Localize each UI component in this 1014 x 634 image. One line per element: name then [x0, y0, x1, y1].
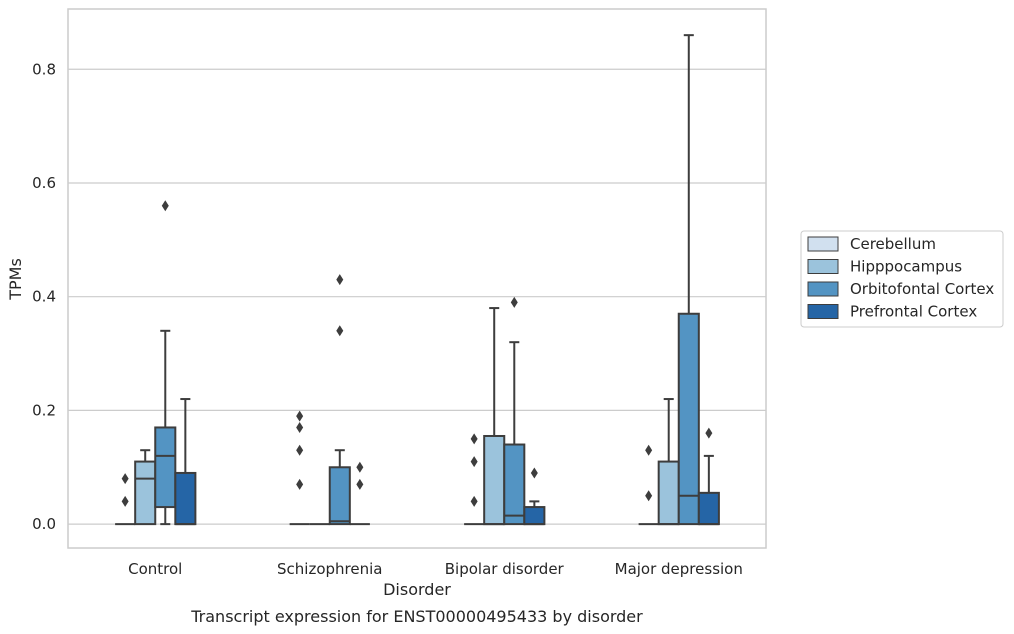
outlier-point — [530, 467, 538, 479]
box-cerebellum — [638, 444, 659, 526]
box-body — [134, 460, 157, 526]
box-body — [523, 506, 546, 526]
x-tick-label: Control — [128, 560, 182, 578]
plot-frame — [67, 8, 767, 549]
box-orbitofontal-cortex — [503, 296, 526, 526]
box-prefrontal-cortex — [523, 467, 546, 526]
box-cerebellum — [464, 433, 485, 526]
legend-swatch — [807, 236, 839, 252]
outlier-point — [470, 433, 478, 445]
outlier-point — [296, 444, 304, 456]
y-axis-label: TPMs — [6, 258, 25, 301]
y-tick-label: 0.2 — [32, 401, 56, 419]
box-body — [677, 312, 700, 526]
outlier-point — [645, 490, 653, 502]
x-tick-labels: Control Schizophrenia Bipolar disorder Majo… — [128, 560, 743, 578]
box-prefrontal-cortex — [349, 461, 370, 526]
outlier-point — [121, 495, 129, 507]
legend-label: Orbitofontal Cortex — [850, 280, 994, 298]
box-hipppocampus — [657, 398, 680, 526]
outlier-point — [121, 473, 129, 485]
boxes — [115, 34, 720, 526]
chart-caption: Transcript expression for ENST0000049543… — [190, 607, 643, 626]
y-tick-label: 0.6 — [32, 174, 56, 192]
legend-label: Prefrontal Cortex — [850, 303, 977, 321]
box-body — [483, 434, 506, 526]
box-body — [154, 426, 177, 509]
outlier-point — [356, 478, 364, 490]
outlier-point — [645, 444, 653, 456]
outlier-point — [356, 461, 364, 473]
box-body — [657, 460, 680, 526]
box-prefrontal-cortex — [174, 398, 197, 526]
x-tick-label: Major depression — [615, 560, 743, 578]
box-hipppocampus — [134, 449, 157, 526]
outlier-point — [296, 410, 304, 422]
y-tick-labels: 0.0 0.2 0.4 0.6 0.8 — [32, 60, 56, 533]
box-body — [503, 443, 526, 526]
legend: Cerebellum Hipppocampus Orbitofontal Corte… — [800, 230, 1004, 328]
x-axis-label: Disorder — [383, 580, 451, 599]
y-tick-label: 0.8 — [32, 60, 56, 78]
box-orbitofontal-cortex — [677, 34, 700, 526]
legend-swatch — [807, 281, 839, 297]
box-cerebellum — [115, 473, 136, 526]
outlier-point — [470, 495, 478, 507]
outlier-point — [705, 427, 713, 439]
box-orbitofontal-cortex — [328, 274, 351, 526]
outlier-point — [470, 456, 478, 468]
x-tick-label: Bipolar disorder — [445, 560, 565, 578]
box-body — [328, 466, 351, 526]
y-tick-label: 0.0 — [32, 515, 56, 533]
legend-label: Hipppocampus — [850, 258, 962, 276]
legend-label: Cerebellum — [850, 235, 936, 253]
legend-swatch — [807, 304, 839, 319]
box-prefrontal-cortex — [697, 427, 720, 526]
outlier-point — [336, 274, 344, 286]
outlier-point — [161, 200, 169, 212]
legend-frame — [800, 230, 1004, 328]
outlier-point — [336, 325, 344, 337]
outlier-point — [296, 421, 304, 433]
legend-swatch — [807, 259, 839, 274]
box-hipppocampus — [483, 307, 506, 526]
y-tick-label: 0.4 — [32, 288, 56, 306]
box-body — [697, 491, 720, 526]
outlier-point — [510, 296, 518, 308]
box-cerebellum — [289, 410, 310, 526]
box-body — [174, 471, 197, 526]
box-orbitofontal-cortex — [154, 200, 177, 526]
outlier-point — [296, 478, 304, 490]
x-tick-label: Schizophrenia — [277, 560, 382, 578]
